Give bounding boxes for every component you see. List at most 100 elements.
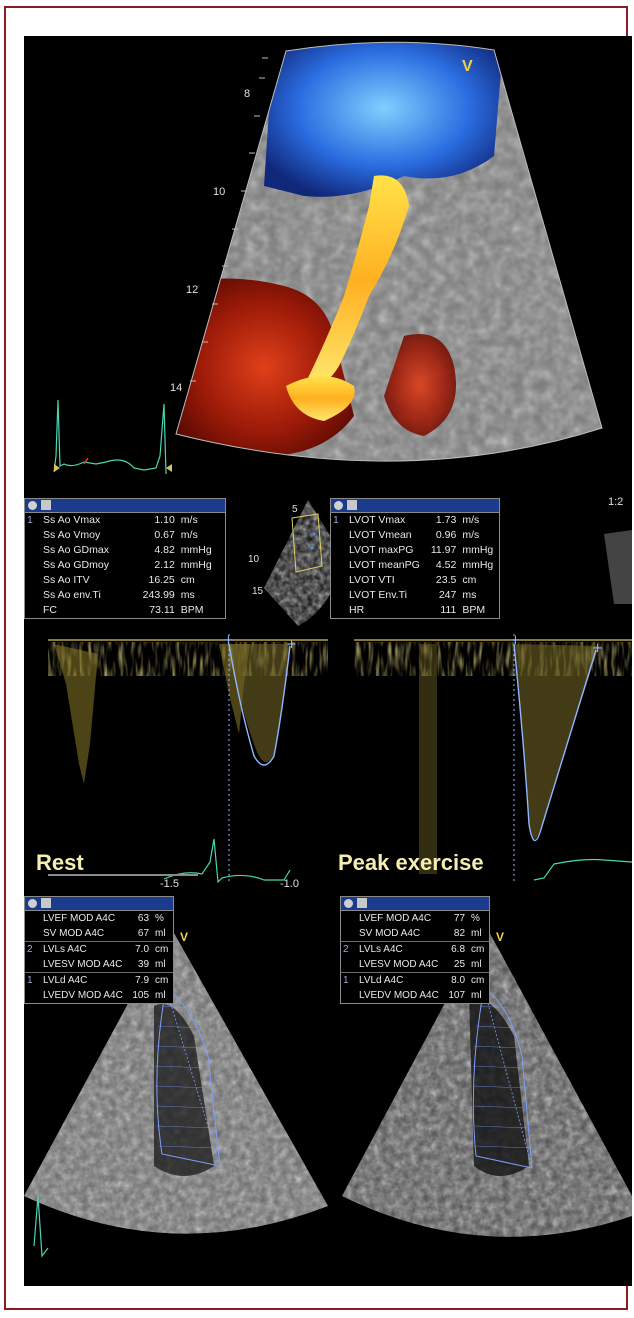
measurement-name: Ss Ao GDmoy <box>43 559 109 571</box>
measurement-index <box>331 603 347 618</box>
measurement-row: 2 LVLs A4C 6.8 cm <box>341 941 489 957</box>
measurement-name: LVESV MOD A4C <box>359 959 439 970</box>
measurement-row: LVESV MOD A4C 39 ml <box>25 957 173 973</box>
apical-4c-panel: V V LVEF MOD A4C 63% SV MOD A4C 67 ml 2 LVLs A… <box>24 896 632 1286</box>
measurement-header <box>25 499 225 513</box>
color-doppler-image <box>53 41 603 475</box>
measurement-value: 0.67 <box>154 529 175 541</box>
measurement-unit: ms <box>180 589 195 601</box>
svg-text:+: + <box>510 633 521 648</box>
measurement-unit: ml <box>155 990 166 1001</box>
rest-vti-trace <box>228 643 291 766</box>
measurement-row: 1 LVLd A4C 7.9 cm <box>25 972 173 988</box>
measurement-index <box>25 543 41 558</box>
measurement-name: LVOT Vmean <box>349 529 412 541</box>
measurement-unit: mmHg <box>180 544 212 556</box>
spectral-doppler-panel: + + + + 5 10 15 1:2 1 Ss Ao Vmax 1.10 m/s Ss… <box>24 494 632 896</box>
color-doppler-panel: V 8 10 12 14 <box>24 36 632 494</box>
measurement-index: 1 <box>333 514 339 526</box>
measurement-unit: BPM <box>462 604 486 616</box>
measurement-row: LVOT VTI 23.5 cm <box>331 573 499 588</box>
measurement-table: LVEF MOD A4C 77% SV MOD A4C 82 ml 2 LVLs A4C 6.… <box>341 911 489 1003</box>
measurement-index <box>25 528 41 543</box>
measurement-value: 11.97 <box>430 544 457 556</box>
measurement-unit: ml <box>471 928 482 939</box>
depth-tick: 10 <box>213 186 226 198</box>
thumb-tick: 10 <box>248 554 260 565</box>
measurement-header <box>341 897 489 911</box>
measurement-index <box>341 957 357 973</box>
measurement-value: 8.0 <box>445 972 470 988</box>
measurement-name: LVLd A4C <box>41 972 130 988</box>
measurement-name: FC <box>43 604 57 616</box>
measurement-name: SV MOD A4C <box>359 928 421 939</box>
measurement-unit: m/s <box>462 529 480 541</box>
measurement-unit: ml <box>155 959 166 970</box>
svg-text:+: + <box>592 641 603 656</box>
measurement-row: 1 LVLd A4C 8.0 cm <box>341 972 489 988</box>
measurement-index: 2 <box>25 941 41 957</box>
measurement-value: 247 <box>438 589 457 601</box>
measurement-index <box>25 926 41 942</box>
measurement-index <box>25 603 41 618</box>
measurement-name: Ss Ao GDmax <box>43 544 109 556</box>
measurement-name: LVOT meanPG <box>349 559 420 571</box>
measurement-unit: mmHg <box>462 544 494 556</box>
measurement-value: 73.11 <box>149 604 175 616</box>
status-dot-icon <box>344 899 353 908</box>
view-marker: V <box>462 58 473 75</box>
measurement-unit: ms <box>462 589 477 601</box>
thumb-tick: 15 <box>252 586 264 597</box>
measurement-name: Ss Ao Vmoy <box>43 529 101 541</box>
svg-text:+: + <box>286 637 297 652</box>
measurement-name: LVOT maxPG <box>349 544 414 556</box>
measurement-value: 107 <box>448 990 466 1001</box>
status-dot-icon <box>334 501 343 510</box>
measurement-value: 1.73 <box>435 514 457 526</box>
measurement-index <box>25 573 41 588</box>
measurement-unit: m/s <box>180 514 198 526</box>
measurement-row: 1 Ss Ao Vmax 1.10 m/s <box>25 513 225 528</box>
measurement-row: FC 73.11 BPM <box>25 603 225 618</box>
measurement-value: 63 <box>137 913 150 924</box>
measurement-row: SV MOD A4C 67 ml <box>25 926 173 942</box>
axis-label: -1.5 <box>160 878 179 890</box>
measurement-unit: cm <box>469 941 489 957</box>
measurement-unit: m/s <box>180 529 198 541</box>
ecg-trace <box>53 399 167 475</box>
measurement-name: LVLd A4C <box>357 972 446 988</box>
measurement-value: 111 <box>440 604 457 616</box>
measurement-index <box>331 558 347 573</box>
measurement-value: 6.8 <box>445 941 470 957</box>
measurement-index: 2 <box>341 941 357 957</box>
measurement-row: LVOT Env.Ti 247 ms <box>331 588 499 603</box>
report-icon <box>41 500 51 510</box>
measurement-index <box>341 911 357 926</box>
measurement-value: 7.9 <box>129 972 154 988</box>
measurement-name: LVOT Vmax <box>349 514 406 526</box>
measurement-name: LVEDV MOD A4C <box>359 990 439 1001</box>
measurement-row: HR 111 BPM <box>331 603 499 618</box>
depth-tick: 12 <box>186 284 199 296</box>
measurement-name: LVOT Env.Ti <box>349 589 407 601</box>
svg-text:+: + <box>223 633 234 648</box>
measurement-index: 1 <box>341 972 357 988</box>
measurement-value: 2.12 <box>154 559 175 571</box>
measurement-value: 39 <box>137 959 150 970</box>
scale-tag: 1:2 <box>608 496 624 508</box>
rest-label: Rest <box>36 850 84 875</box>
measurement-table: 1 LVOT Vmax 1.73 m/s LVOT Vmean 0.96 m/s LVOT m… <box>331 513 499 618</box>
measurement-value: 23.5 <box>435 574 457 586</box>
measurement-row: LVEDV MOD A4C 105 ml <box>25 988 173 1003</box>
measurement-unit: ml <box>155 928 166 939</box>
measurement-name: LVEDV MOD A4C <box>43 990 123 1001</box>
measurement-value: 0.96 <box>435 529 457 541</box>
measurement-unit: % <box>471 913 480 924</box>
measurement-index <box>25 588 41 603</box>
measurement-row: LVEF MOD A4C 77% <box>341 911 489 926</box>
measurement-unit: cm <box>153 972 173 988</box>
measurement-row: Ss Ao GDmoy 2.12 mmHg <box>25 558 225 573</box>
measurement-value: 7.0 <box>129 941 154 957</box>
measurement-value: 67 <box>137 928 150 939</box>
report-icon <box>347 500 357 510</box>
